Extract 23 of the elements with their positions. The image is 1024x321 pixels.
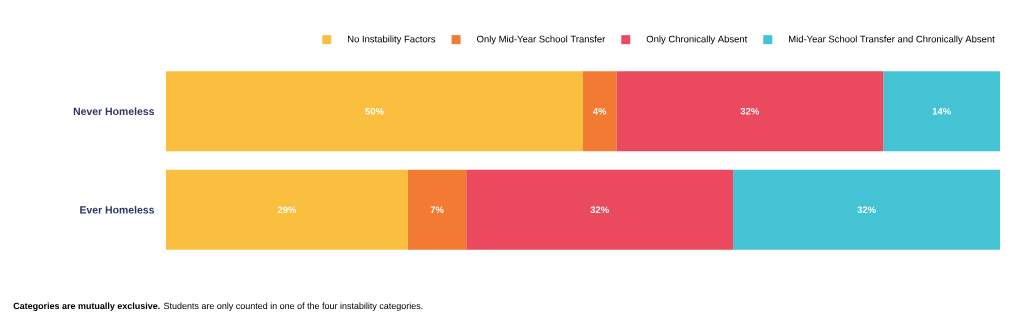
bar (733, 169, 1001, 250)
bar (616, 71, 884, 152)
data-label: 29% (277, 206, 297, 214)
y-tick-label: Never Homeless (73, 107, 155, 116)
data-label: 14% (932, 107, 951, 115)
legend-label: Only Mid-Year School Transfer (477, 35, 606, 45)
legend-label: No Instability Factors (348, 35, 436, 45)
legend-label: Only Chronically Absent (646, 35, 748, 45)
bar (166, 71, 584, 152)
text: Categories are mutually exclusive. Students are only counted in one of the four instability categories. (13, 302, 423, 311)
bar (166, 169, 408, 250)
bar (407, 169, 467, 250)
data-label: 50% (365, 107, 384, 115)
data-label: 32% (857, 206, 876, 214)
y-tick-label: Ever Homeless (80, 205, 155, 214)
data-label: 32% (740, 107, 760, 115)
bar (583, 71, 617, 152)
bar (883, 71, 1001, 152)
data-label: 4% (592, 107, 607, 115)
data-label: 32% (590, 206, 609, 214)
legend-label: Mid-Year School Transfer and Chronically Absent (789, 35, 995, 45)
bar (466, 169, 734, 250)
data-label: 7% (430, 206, 444, 214)
